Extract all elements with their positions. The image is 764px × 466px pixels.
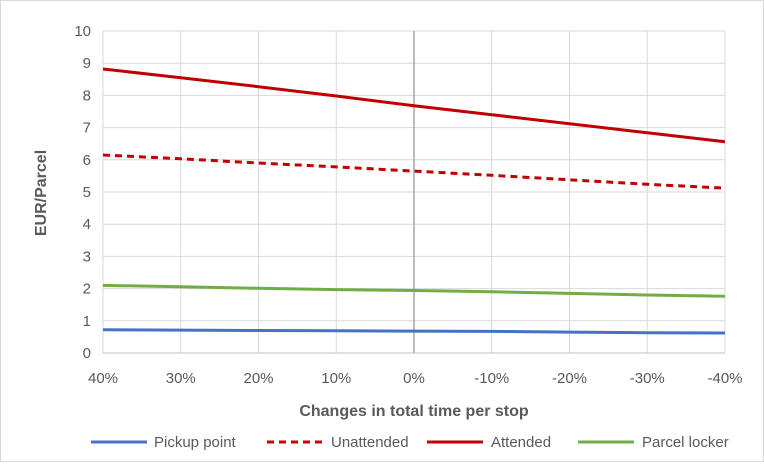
x-tick-label: 30% xyxy=(166,370,196,387)
legend-label: Pickup point xyxy=(154,434,237,451)
y-tick-label: 8 xyxy=(83,87,91,104)
series-line-parcel-locker xyxy=(102,283,726,298)
tick-labels: 0 1 2 3 4 5 6 7 8 9 10 40% 30% 20% 10% 0% -10% -20% -30% -4… xyxy=(74,23,742,387)
y-axis-title: EUR/Parcel xyxy=(33,150,50,236)
x-axis-title: Changes in total time per stop xyxy=(299,403,529,420)
y-tick-label: 5 xyxy=(83,184,91,201)
x-tick-label: 0% xyxy=(403,370,425,387)
x-tick-label: -20% xyxy=(552,370,587,387)
y-tick-label: 7 xyxy=(83,120,91,137)
y-tick-label: 1 xyxy=(83,313,91,330)
x-tick-label: 10% xyxy=(321,370,351,387)
x-tick-label: -30% xyxy=(630,370,665,387)
y-tick-label: 3 xyxy=(83,248,91,265)
legend-label: Parcel locker xyxy=(642,434,729,451)
series-lines xyxy=(102,67,726,335)
series-line-attended xyxy=(102,67,726,144)
y-tick-label: 0 xyxy=(83,345,91,362)
x-tick-label: -40% xyxy=(707,370,742,387)
y-tick-label: 9 xyxy=(83,55,91,72)
y-tick-label: 2 xyxy=(83,281,91,298)
x-tick-label: 40% xyxy=(88,370,118,387)
x-tick-label: 20% xyxy=(243,370,273,387)
legend: Pickup point Unattended Attended Parcel loc… xyxy=(91,434,729,451)
series-line-unattended xyxy=(102,153,726,190)
y-tick-label: 4 xyxy=(83,216,91,233)
x-tick-label: -10% xyxy=(474,370,509,387)
y-tick-label: 6 xyxy=(83,152,91,169)
y-tick-label: 10 xyxy=(74,23,91,40)
gridlines xyxy=(102,30,726,353)
series-line-pickup-point xyxy=(102,328,726,335)
legend-label: Unattended xyxy=(331,434,409,451)
legend-label: Attended xyxy=(491,434,551,451)
